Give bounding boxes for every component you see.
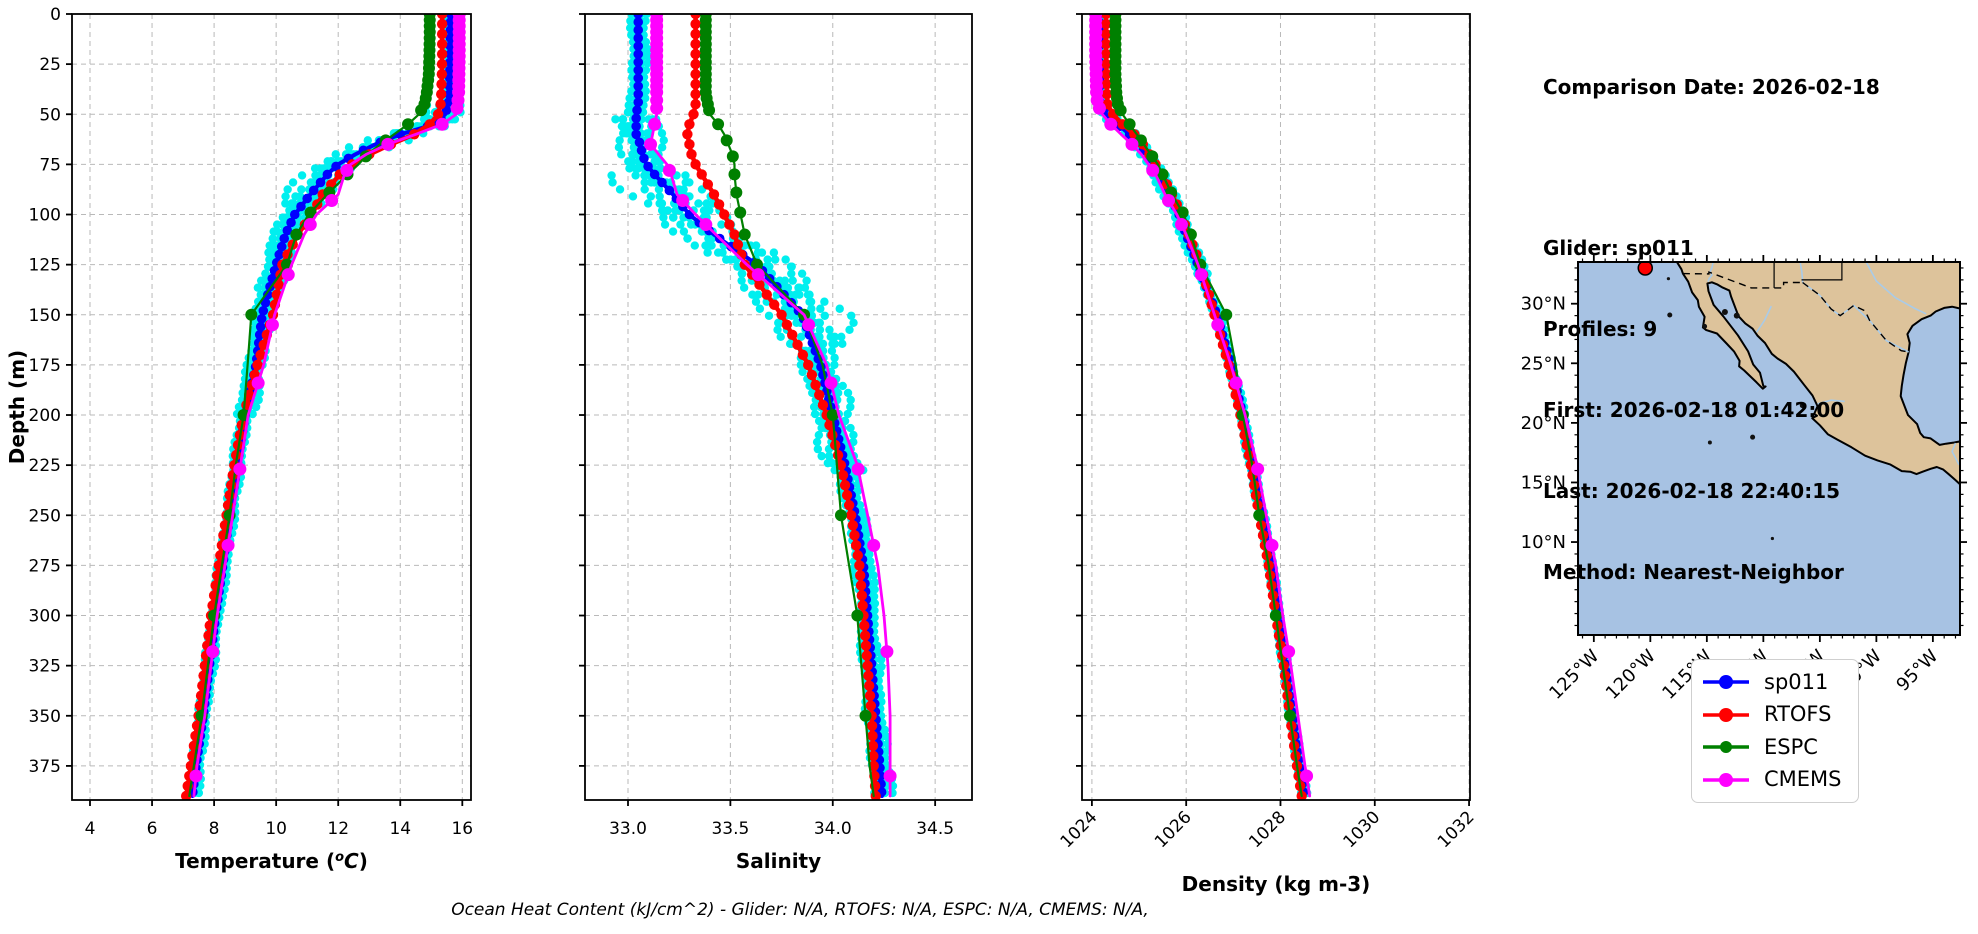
depth-tick-label: 200 (29, 406, 61, 426)
map-border-dashed (1802, 281, 1909, 353)
legend-item-sp011: sp011 (1702, 669, 1854, 694)
legend-label-sp011: sp011 (1764, 669, 1829, 694)
legend: sp011 RTOFS ESPC CMEMS (1691, 659, 1859, 803)
legend-label-cmems: CMEMS (1764, 767, 1842, 792)
method: Method: Nearest-Neighbor (1543, 560, 1844, 584)
x-tick-label: 6 (147, 819, 158, 839)
series-CMEMS-density (1089, 14, 1314, 798)
x-tick-label: 33.0 (609, 819, 647, 839)
profiles-count: Profiles: 9 (1543, 317, 1658, 341)
x-tick-label: 14 (389, 819, 411, 839)
map-lat-label: 30°N (1521, 294, 1566, 315)
xlabel-density: Density (kg m-3) (1182, 872, 1371, 896)
depth-tick-label: 50 (39, 105, 61, 125)
legend-marker-cmems (1703, 772, 1749, 787)
depth-tick-label: 150 (29, 306, 61, 326)
glider-location-marker (1637, 262, 1653, 276)
map-frame (1577, 261, 1961, 636)
series-CMEMS-salinity (644, 14, 897, 798)
map-lat-label: 10°N (1521, 532, 1566, 553)
depth-tick-label: 250 (29, 506, 61, 526)
x-tick-label: 4 (85, 819, 96, 839)
grid-density (1082, 14, 1470, 800)
map-island (1666, 277, 1671, 281)
map-island (1721, 309, 1728, 316)
depth-tick-label: 325 (29, 657, 61, 677)
legend-marker-rtofs (1703, 707, 1749, 722)
x-tick-label: 1032 (1434, 807, 1479, 852)
map-border-dashed (1682, 271, 1803, 289)
map-river (1755, 305, 1773, 333)
map-island (1750, 434, 1756, 440)
map-lat-label: 20°N (1521, 413, 1566, 434)
x-tick-label: 33.5 (711, 819, 749, 839)
legend-item-espc: ESPC (1702, 734, 1854, 759)
depth-tick-label: 25 (39, 55, 61, 75)
map-island (1770, 536, 1774, 541)
last-profile-time: Last: 2026-02-18 22:40:15 (1543, 479, 1841, 503)
map-lon-label: 120°W (1602, 646, 1660, 704)
map-lat-label: 15°N (1521, 472, 1566, 493)
series-CMEMS-temperature (189, 14, 466, 798)
map-island (1702, 323, 1708, 329)
x-tick-label: 1028 (1245, 807, 1290, 852)
x-tick-label: 1024 (1057, 807, 1102, 852)
density-panel: 1024 1026 1028 1030 1032 Density (kg m-3) (1057, 13, 1479, 896)
x-tick-label: 34.0 (814, 819, 852, 839)
map-island (1667, 312, 1673, 318)
map-land (1675, 262, 1960, 486)
xlabel-salinity: Salinity (736, 849, 821, 873)
ocean-heat-content-caption: Ocean Heat Content (kJ/cm^2) - Glider: N… (451, 900, 1149, 920)
depth-tick-label: 100 (29, 206, 61, 226)
legend-item-rtofs: RTOFS (1702, 704, 1854, 725)
depth-tick-label: 225 (29, 456, 61, 476)
x-tick-label: 8 (209, 819, 220, 839)
map-island (1733, 312, 1740, 319)
x-tick-label: 1026 (1151, 807, 1196, 852)
legend-marker-espc (1703, 741, 1749, 754)
ylabel-depth: Depth (m) (5, 350, 29, 464)
depth-tick-label: 300 (29, 607, 61, 627)
map-lon-label: 95°W (1892, 646, 1942, 696)
temperature-panel: 4 6 8 10 12 14 16 0 25 50 75 100 125 150 175 200 225 250 2… (29, 5, 474, 873)
map-island (1799, 403, 1805, 409)
map-river (1817, 399, 1845, 405)
info-spacer (1543, 155, 1880, 181)
depth-tick-label: 275 (29, 556, 61, 576)
map-lon-label: 125°W (1545, 646, 1603, 704)
first-profile-time: First: 2026-02-18 01:42:00 (1543, 398, 1845, 422)
series-ESPC-temperature (188, 14, 436, 798)
map-lat-label: 25°N (1521, 353, 1566, 374)
xlabel-temperature: Temperature (oC) (175, 849, 368, 873)
x-tick-label: 16 (451, 819, 473, 839)
legend-marker-sp011 (1703, 675, 1749, 690)
map-state-line (1801, 262, 1843, 281)
x-tick-label: 1030 (1340, 807, 1385, 852)
depth-tick-label: 75 (39, 155, 61, 175)
depth-tick-label: 125 (29, 256, 61, 276)
depth-tick-label: 350 (29, 707, 61, 727)
info-block: Comparison Date: 2026-02-18 Glider: sp01… (1543, 20, 1880, 640)
legend-item-cmems: CMEMS (1702, 769, 1854, 790)
map-river (1799, 262, 1804, 283)
comparison-date: Comparison Date: 2026-02-18 (1543, 75, 1880, 99)
glider-name: Glider: sp011 (1543, 236, 1694, 260)
salinity-panel: 33.0 33.5 34.0 34.5 Salinity (579, 13, 973, 873)
legend-label-espc: ESPC (1764, 734, 1818, 759)
map-river (1865, 262, 1927, 315)
map-island (1707, 440, 1712, 445)
depth-tick-label: 375 (29, 757, 61, 777)
depth-tick-label: 175 (29, 356, 61, 376)
map-river (1951, 442, 1960, 465)
x-tick-label: 10 (265, 819, 287, 839)
x-tick-label: 12 (327, 819, 349, 839)
x-tick-label: 34.5 (916, 819, 954, 839)
depth-tick-label: 0 (50, 5, 61, 25)
series-ESPC-density (1109, 14, 1303, 798)
series-ESPC-salinity (699, 14, 875, 798)
legend-label-rtofs: RTOFS (1764, 702, 1832, 727)
